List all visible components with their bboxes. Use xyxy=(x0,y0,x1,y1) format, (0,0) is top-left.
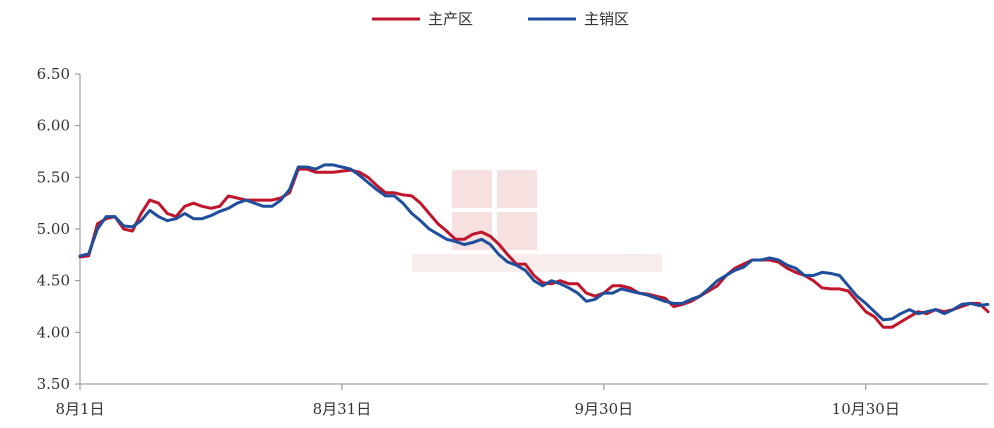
x-tick-label: 10月30日 xyxy=(832,400,900,418)
y-tick-label: 4.50 xyxy=(37,272,70,290)
y-tick-label: 3.50 xyxy=(37,375,70,393)
watermark xyxy=(412,170,662,272)
x-tick-label: 8月31日 xyxy=(313,400,372,418)
series-layer xyxy=(78,163,990,329)
chart-axes: 3.50 4.00 4.50 5.00 5.50 6.00 6.50 8月1日 8月31日 9月3… xyxy=(37,65,988,418)
series-line-2 xyxy=(78,163,990,322)
x-tick-label: 8月1日 xyxy=(55,400,104,418)
x-tick-label: 9月30日 xyxy=(575,400,634,418)
y-tick-label: 5.50 xyxy=(37,168,70,186)
y-tick-label: 4.00 xyxy=(37,323,70,341)
legend-label-2: 主销区 xyxy=(584,10,629,28)
y-tick-label: 6.00 xyxy=(37,117,70,135)
chart-legend: 主产区 主销区 xyxy=(372,10,629,28)
y-tick-label: 6.50 xyxy=(37,65,70,83)
y-tick-label: 5.00 xyxy=(37,220,70,238)
legend-label-1: 主产区 xyxy=(428,10,473,28)
series-line-1 xyxy=(78,167,990,329)
